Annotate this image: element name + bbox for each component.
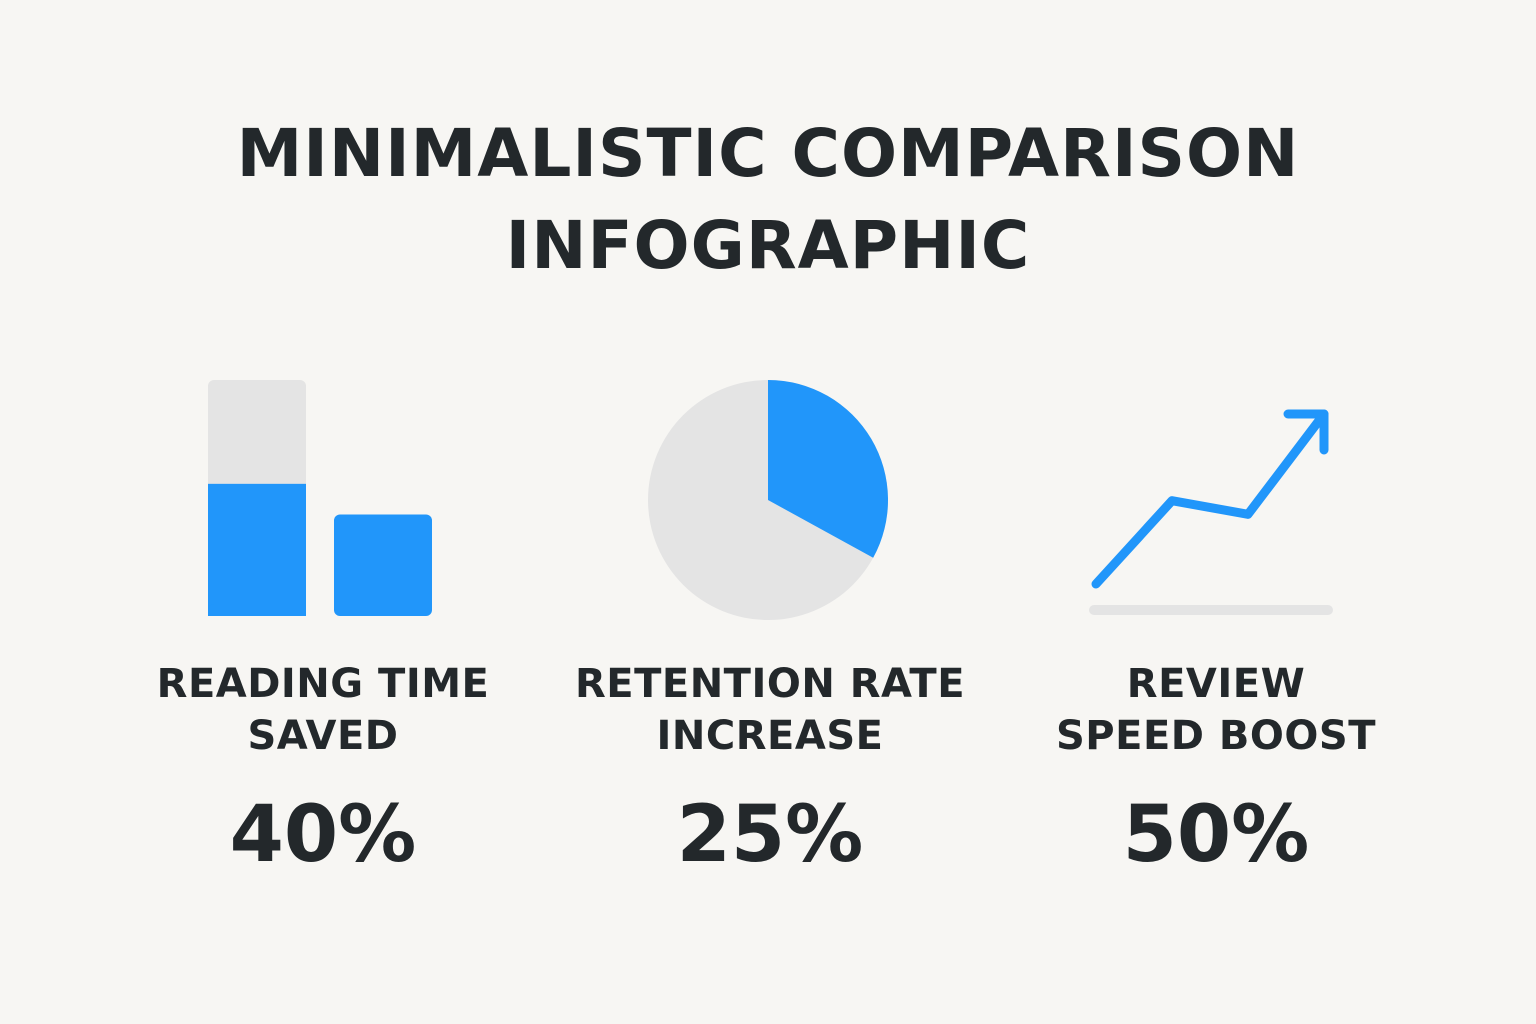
retention-rate-label-line-2: INCREASE [656,713,884,759]
bar-1-base [208,604,306,616]
title-line-2: INFOGRAPHIC [505,207,1031,284]
retention-rate-value: 25% [676,790,864,880]
pie-chart-icon [648,380,889,620]
review-speed-value: 50% [1122,790,1310,880]
review-speed-label-line-2: SPEED BOOST [1056,713,1376,759]
reading-time-value: 40% [229,790,417,880]
bar-2 [334,514,432,616]
page-title: MINIMALISTIC COMPARISON INFOGRAPHIC [0,108,1536,292]
reading-time-label-line-1: READING TIME [156,661,490,707]
bar-chart-icon [208,380,432,616]
bar-1 [208,483,306,616]
title-line-1: MINIMALISTIC COMPARISON [236,115,1300,192]
reading-time-label-line-2: SAVED [247,713,399,759]
pie-slice-highlighted [768,380,889,558]
reading-time-label: READING TIME SAVED [103,658,543,762]
retention-rate-label-line-1: RETENTION RATE [574,661,966,707]
trend-arrowhead [1283,409,1329,455]
review-speed-label: REVIEW SPEED BOOST [996,658,1436,762]
retention-rate-label: RETENTION RATE INCREASE [550,658,990,762]
trend-arrow-icon [1089,409,1333,615]
trend-line [1091,409,1329,589]
review-speed-label-line-1: REVIEW [1126,661,1306,707]
